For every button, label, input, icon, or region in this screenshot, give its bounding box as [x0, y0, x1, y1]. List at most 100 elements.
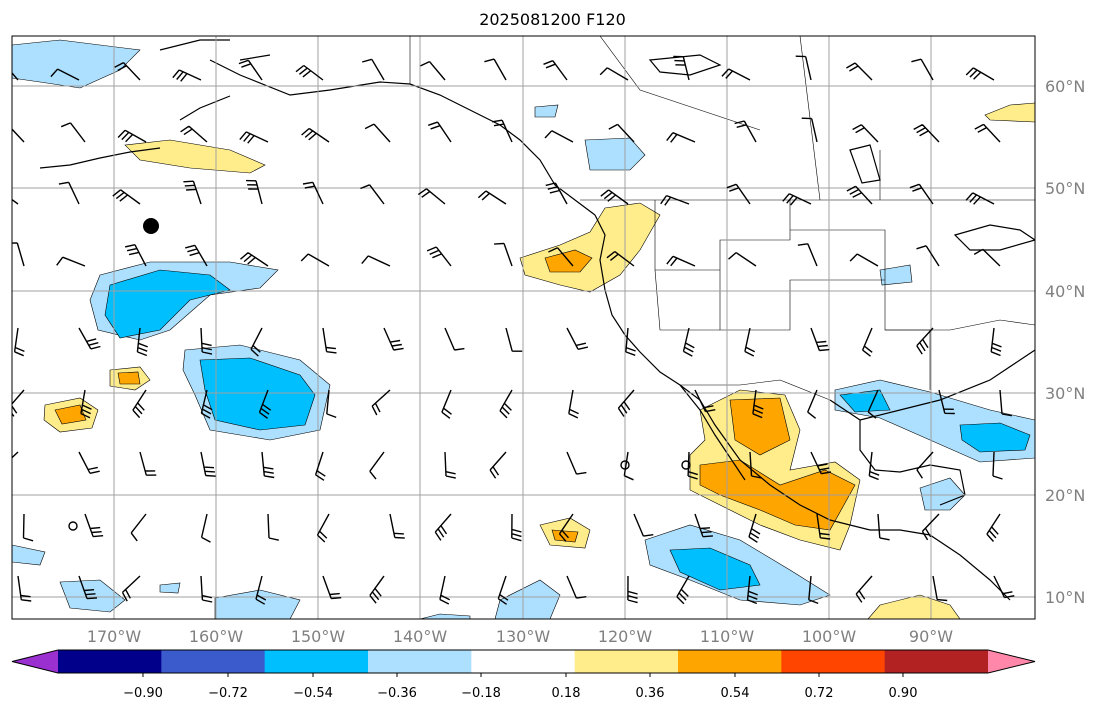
wind-barb — [200, 451, 216, 477]
wind-barb — [22, 513, 34, 542]
wind-barb — [12, 198, 19, 205]
colorbar-segment — [574, 650, 679, 673]
wind-barb — [855, 575, 873, 603]
wind-barb — [992, 451, 1003, 480]
colorbar-tick: −0.90 — [123, 686, 163, 701]
wind-barb — [117, 129, 147, 143]
wind-barb — [250, 327, 263, 357]
wind-barb — [867, 389, 879, 419]
wind-barb — [916, 327, 934, 355]
wind-barbs — [12, 55, 1015, 605]
colorbar-segment — [368, 650, 472, 673]
wind-barb — [326, 389, 337, 419]
wind-barb — [721, 68, 751, 81]
wind-barb — [625, 327, 636, 356]
wind-barb — [808, 575, 819, 605]
wind-barb — [548, 247, 574, 267]
wind-barb — [990, 327, 1002, 357]
wind-barb — [426, 246, 452, 267]
wind-barb — [566, 327, 589, 350]
wind-barb — [623, 451, 634, 481]
wind-barb — [301, 127, 330, 143]
wind-barb — [816, 513, 831, 540]
wind-barb — [568, 389, 579, 419]
wind-barb — [427, 121, 452, 143]
colorbar-tick: −0.18 — [461, 686, 501, 701]
wind-barb — [130, 513, 147, 542]
wind-barb — [676, 575, 690, 605]
wind-barb — [489, 451, 507, 479]
colorbar — [11, 649, 1036, 677]
wind-barb — [13, 327, 25, 357]
lat-label: 50°N — [1045, 179, 1085, 198]
wind-barb — [300, 253, 330, 267]
wind-barb — [124, 244, 147, 267]
wind-barb — [973, 248, 1001, 267]
wind-barb — [505, 327, 523, 352]
wind-barb — [58, 181, 80, 205]
lat-label: 10°N — [1045, 588, 1085, 607]
wind-barb — [261, 451, 275, 479]
wind-barb — [748, 513, 761, 543]
wind-barb — [185, 244, 208, 267]
wind-barb — [78, 451, 100, 474]
wind-barb — [752, 389, 764, 419]
colorbar-extend-low — [12, 650, 58, 673]
wind-barb — [322, 327, 337, 354]
wind-barb — [132, 389, 147, 419]
wind-barb — [302, 181, 324, 205]
colorbar-segment — [264, 650, 369, 673]
wind-barb — [694, 513, 713, 538]
lon-label: 130°W — [496, 627, 551, 646]
wind-barb — [362, 58, 385, 81]
wind-barb — [797, 243, 818, 267]
wind-barb — [499, 389, 513, 419]
wind-barb — [566, 451, 587, 475]
colorbar-extend-high — [988, 650, 1035, 673]
wind-barb — [255, 575, 267, 605]
lon-label: 90°W — [909, 627, 953, 646]
colorbar-tick: −0.54 — [293, 686, 333, 701]
wind-barb — [726, 183, 751, 205]
wind-barb — [801, 117, 818, 143]
lat-label: 60°N — [1045, 77, 1085, 96]
wind-barb — [200, 389, 213, 419]
wind-barb — [728, 252, 757, 267]
colorbar-segment — [161, 650, 266, 673]
wind-barb — [921, 513, 940, 541]
wind-barb — [78, 575, 98, 600]
wind-barb — [494, 242, 513, 267]
colorbar-ticks: −0.90 −0.72 −0.54 −0.36 −0.18 0.18 0.36 … — [123, 686, 917, 701]
wind-barb — [660, 194, 690, 206]
wind-barb — [12, 128, 25, 143]
wind-barb — [50, 68, 80, 81]
wind-barb — [267, 513, 279, 541]
wind-barb — [434, 513, 452, 541]
wind-barb — [986, 513, 1001, 542]
wind-barb — [369, 451, 385, 480]
wind-barb — [361, 255, 391, 267]
colorbar-outline — [11, 649, 1036, 674]
wind-barb — [911, 58, 934, 81]
colorbar-tick: 0.90 — [889, 686, 918, 701]
wind-barb — [734, 120, 757, 143]
wind-barb — [371, 389, 391, 416]
wind-barb — [80, 389, 92, 419]
wind-barb — [782, 193, 812, 206]
wind-barb — [795, 55, 812, 81]
wind-barb — [627, 575, 638, 604]
wind-barb — [239, 131, 269, 144]
wind-barb — [599, 67, 629, 81]
colorbar-segment — [678, 650, 782, 673]
wind-barb — [744, 327, 756, 357]
graticule — [12, 36, 1035, 619]
wind-barb — [608, 123, 635, 143]
lat-label: 30°N — [1045, 384, 1085, 403]
lat-label: 20°N — [1045, 486, 1085, 505]
wind-barb — [322, 575, 342, 600]
colorbar-segment — [781, 650, 886, 673]
wind-barb — [484, 58, 507, 81]
lon-label: 110°W — [700, 627, 755, 646]
wind-barb — [78, 327, 101, 350]
